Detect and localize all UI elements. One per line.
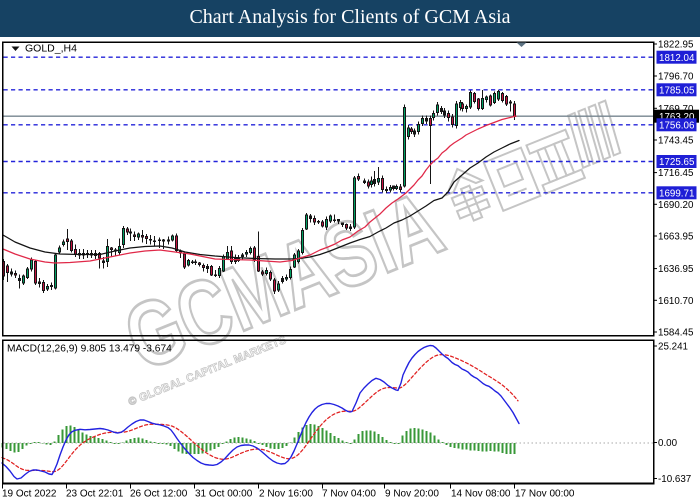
svg-text:Chart Analysis for Clients of: Chart Analysis for Clients of GCM Asia (189, 6, 510, 28)
svg-text:23 Oct 22:01: 23 Oct 22:01 (66, 489, 124, 500)
svg-text:GOLD_,H4: GOLD_,H4 (25, 43, 77, 55)
svg-text:1610.70: 1610.70 (658, 296, 694, 307)
svg-text:1725.65: 1725.65 (659, 157, 695, 168)
svg-text:25.241: 25.241 (658, 342, 688, 353)
svg-text:2 Nov 16:00: 2 Nov 16:00 (259, 489, 313, 500)
svg-text:1716.45: 1716.45 (658, 168, 694, 179)
svg-text:1769.70: 1769.70 (658, 104, 694, 115)
svg-text:31 Oct 00:00: 31 Oct 00:00 (195, 489, 253, 500)
svg-text:1584.45: 1584.45 (658, 328, 694, 339)
svg-text:-10.637: -10.637 (658, 474, 691, 485)
svg-text:MACD(12,26,9) 9.805 13.479 -3.: MACD(12,26,9) 9.805 13.479 -3.674 (7, 344, 172, 355)
svg-text:26 Oct 12:00: 26 Oct 12:00 (130, 489, 188, 500)
svg-text:1699.71: 1699.71 (659, 188, 694, 199)
svg-text:1743.45: 1743.45 (658, 136, 694, 147)
svg-text:14 Nov 08:00: 14 Nov 08:00 (451, 489, 511, 500)
svg-text:7 Nov 04:00: 7 Nov 04:00 (322, 489, 376, 500)
svg-text:1763.20: 1763.20 (659, 112, 695, 123)
svg-text:1812.04: 1812.04 (659, 53, 695, 64)
svg-text:17 Nov 00:00: 17 Nov 00:00 (515, 489, 575, 500)
svg-text:1822.95: 1822.95 (658, 40, 694, 51)
svg-text:19 Oct 2022: 19 Oct 2022 (2, 489, 57, 500)
svg-text:9 Nov 20:00: 9 Nov 20:00 (385, 489, 439, 500)
svg-text:1796.70: 1796.70 (658, 72, 694, 83)
svg-text:1663.95: 1663.95 (658, 232, 694, 243)
svg-text:0.00: 0.00 (658, 438, 678, 449)
svg-text:1785.05: 1785.05 (659, 85, 695, 96)
svg-text:1690.20: 1690.20 (658, 200, 694, 211)
svg-text:1756.06: 1756.06 (659, 120, 695, 131)
svg-text:1636.95: 1636.95 (658, 264, 694, 275)
